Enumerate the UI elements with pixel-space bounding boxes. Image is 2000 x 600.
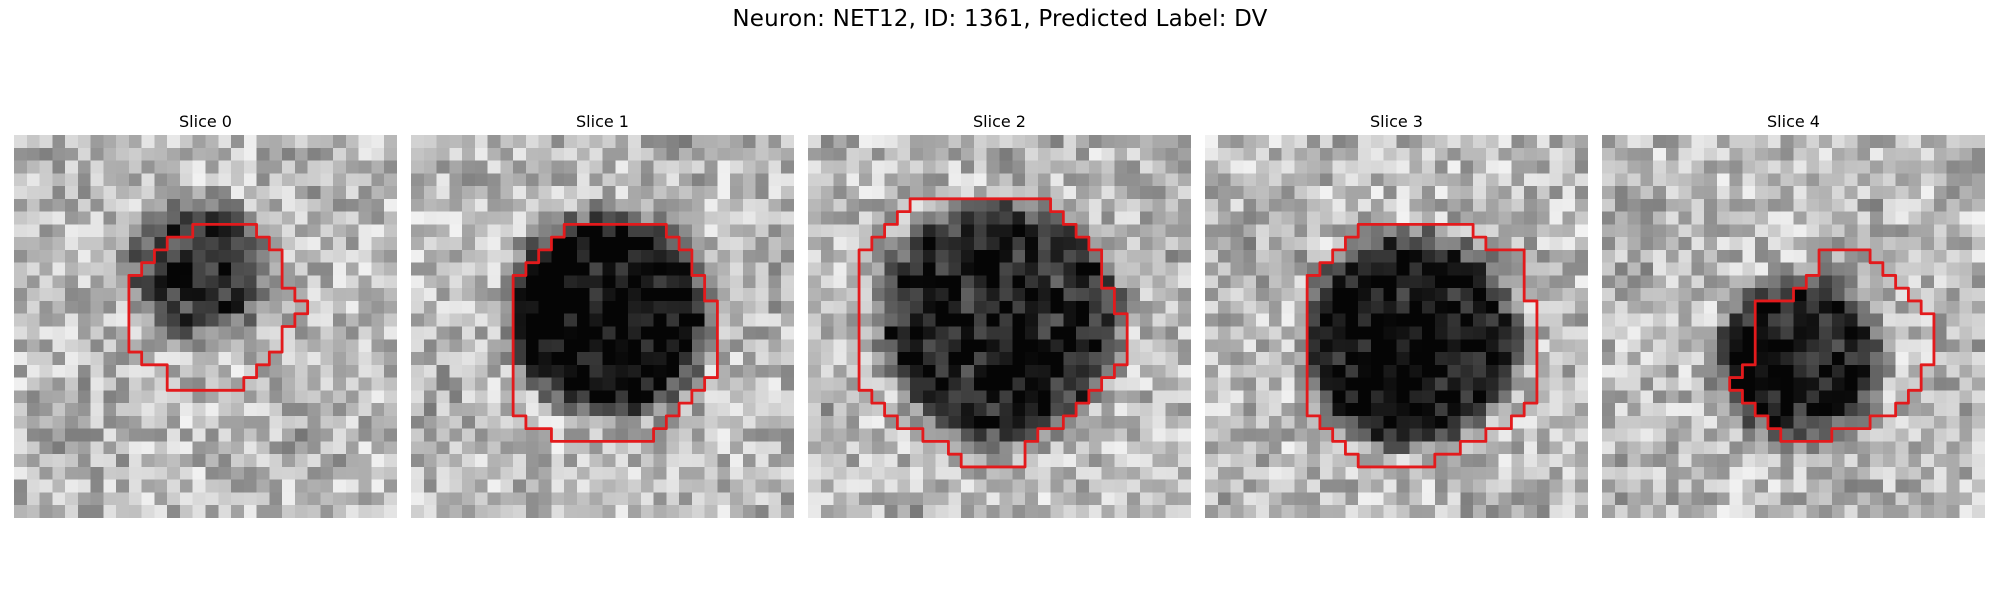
slice-image	[1205, 135, 1588, 518]
slice-image	[14, 135, 397, 518]
slice-panel-0: Slice 0	[14, 110, 397, 518]
slice-panel-2: Slice 2	[808, 110, 1191, 518]
roi-contour	[1728, 248, 1936, 443]
slice-image	[808, 135, 1191, 518]
slice-title: Slice 2	[973, 112, 1026, 131]
slice-title: Slice 0	[179, 112, 232, 131]
roi-contour	[127, 222, 310, 392]
slice-title: Slice 4	[1767, 112, 1820, 131]
slice-panel-3: Slice 3	[1205, 110, 1588, 518]
slice-title: Slice 3	[1370, 112, 1423, 131]
slice-panel-1: Slice 1	[411, 110, 794, 518]
slice-panel-4: Slice 4	[1602, 110, 1985, 518]
roi-contour	[511, 222, 719, 443]
roi-contour	[1305, 222, 1539, 469]
slice-image	[411, 135, 794, 518]
figure-title: Neuron: NET12, ID: 1361, Predicted Label…	[732, 6, 1268, 32]
slice-title: Slice 1	[576, 112, 629, 131]
slice-image	[1602, 135, 1985, 518]
roi-contour	[857, 197, 1129, 469]
